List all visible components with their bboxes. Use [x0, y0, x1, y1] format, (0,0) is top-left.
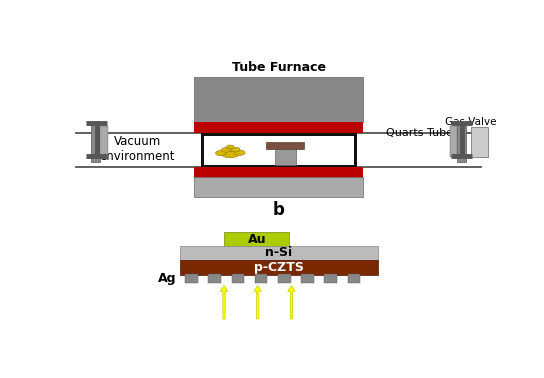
Bar [275, 149, 296, 165]
Bar [301, 274, 314, 283]
Bar [180, 246, 378, 260]
Bar [449, 126, 457, 157]
Ellipse shape [215, 150, 226, 156]
Text: Tube Furnace: Tube Furnace [232, 62, 326, 74]
Bar [232, 274, 244, 283]
Bar [266, 142, 304, 149]
FancyArrow shape [254, 285, 262, 319]
Text: p-CZTS: p-CZTS [254, 261, 304, 274]
Bar [185, 274, 198, 283]
Bar [348, 274, 360, 283]
Text: CZTS
sample: CZTS sample [263, 108, 303, 130]
Bar [195, 77, 363, 122]
FancyArrow shape [220, 285, 228, 319]
Ellipse shape [231, 147, 240, 152]
Bar [91, 122, 101, 162]
Bar [180, 260, 378, 275]
Bar [255, 274, 268, 283]
Text: Au: Au [248, 233, 266, 246]
Ellipse shape [234, 150, 245, 155]
Bar [278, 274, 290, 283]
Bar [101, 126, 108, 157]
Bar [195, 167, 363, 178]
Bar [76, 133, 481, 167]
Bar [457, 122, 466, 162]
Bar [324, 274, 337, 283]
Bar [201, 133, 357, 167]
Text: Vacuum
environment: Vacuum environment [100, 135, 175, 163]
Text: Gas Valve: Gas Valve [445, 118, 496, 127]
Text: Ag: Ag [158, 272, 177, 285]
Text: n-Si: n-Si [265, 246, 292, 259]
Bar [471, 127, 489, 156]
Bar [195, 177, 363, 197]
Bar [208, 274, 221, 283]
Bar [204, 136, 354, 165]
Ellipse shape [222, 151, 239, 158]
Bar [224, 232, 289, 246]
Text: b: b [273, 201, 285, 219]
Ellipse shape [221, 147, 231, 152]
Ellipse shape [226, 145, 234, 149]
Bar [195, 122, 363, 133]
Text: Quarts Tube: Quarts Tube [386, 128, 453, 138]
FancyArrow shape [288, 285, 295, 319]
Text: Sulphur
powder: Sulphur powder [209, 108, 252, 130]
